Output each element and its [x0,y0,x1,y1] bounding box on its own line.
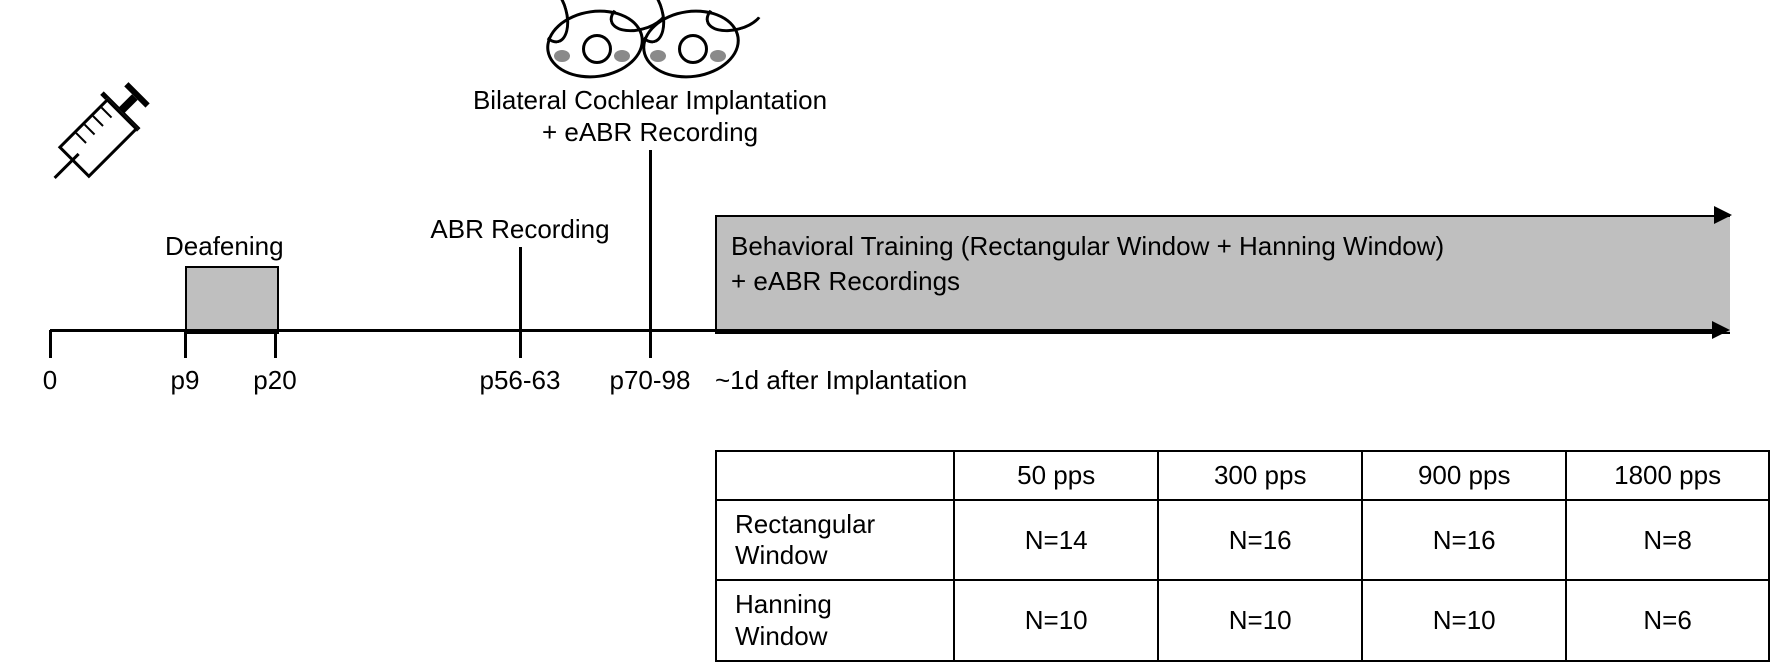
deafening-label: Deafening [165,230,284,263]
cell-hann-300: N=10 [1158,580,1362,660]
col-1800pps: 1800 pps [1566,451,1769,500]
deafening-interval-box [185,266,279,334]
implantation-label-line1: Bilateral Cochlear Implantation [473,84,827,117]
cell-hann-900: N=10 [1362,580,1566,660]
ticklabel-p20: p20 [253,365,296,396]
implantation-label-line2: + eABR Recording [542,116,758,149]
abr-label: ABR Recording [430,213,609,246]
col-900pps: 900 pps [1362,451,1566,500]
row-hanning: HanningWindow [716,580,954,660]
behavioral-line1: Behavioral Training (Rectangular Window … [731,229,1444,264]
cell-hann-50: N=10 [954,580,1158,660]
behavioral-training-box: Behavioral Training (Rectangular Window … [715,215,1730,334]
table-row: RectangularWindow N=14 N=16 N=16 N=8 [716,500,1769,580]
ticklabel-0: 0 [43,365,57,396]
cell-rect-1800: N=8 [1566,500,1769,580]
behavioral-line2: + eABR Recordings [731,264,1444,299]
cell-rect-50: N=14 [954,500,1158,580]
col-300pps: 300 pps [1158,451,1362,500]
cochlea-pair-icon [540,0,760,76]
implantation-tick [649,150,652,330]
ticklabel-p9: p9 [171,365,200,396]
tick-p9 [184,330,187,358]
tick-p56-63 [519,330,522,358]
table-header-row: 50 pps 300 pps 900 pps 1800 pps [716,451,1769,500]
ticklabel-p7098: p70-98 [610,365,691,396]
timeline-diagram: Deafening ABR Recording Bilateral Cochle… [50,0,1730,420]
col-50pps: 50 pps [954,451,1158,500]
post-implant-label: ~1d after Implantation [715,365,967,396]
cell-rect-300: N=16 [1158,500,1362,580]
ticklabel-p5663: p56-63 [480,365,561,396]
tick-p20 [274,330,277,358]
cell-rect-900: N=16 [1362,500,1566,580]
table-row: HanningWindow N=10 N=10 N=10 N=6 [716,580,1769,660]
tick-p70-98 [649,330,652,358]
tick-0 [49,330,52,358]
row-rectangular: RectangularWindow [716,500,954,580]
cell-hann-1800: N=6 [1566,580,1769,660]
sample-size-table: 50 pps 300 pps 900 pps 1800 pps Rectangu… [715,450,1770,662]
